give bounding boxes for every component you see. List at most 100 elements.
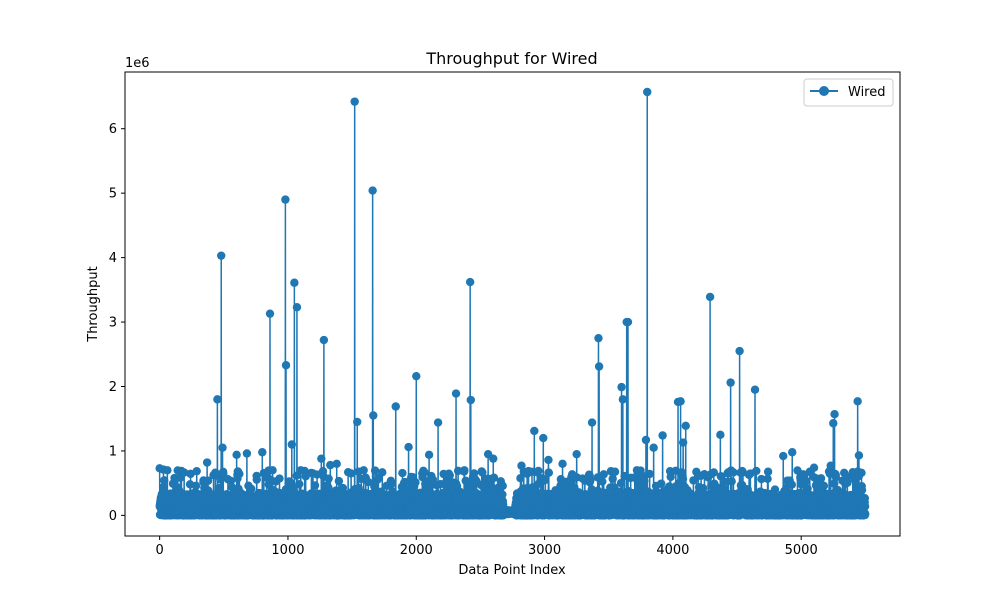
data-point-marker: [729, 468, 738, 477]
data-point-marker: [709, 468, 719, 477]
data-point-marker: [610, 467, 620, 476]
data-point-marker: [716, 430, 725, 440]
data-point-marker: [539, 433, 548, 443]
data-point-marker: [332, 459, 341, 469]
data-point-marker: [179, 468, 189, 477]
data-point-marker: [326, 460, 335, 470]
data-point-marker: [226, 476, 236, 486]
data-point-marker: [643, 87, 652, 97]
data-point-marker: [594, 333, 603, 343]
data-point-marker: [587, 418, 597, 427]
data-point-marker: [489, 473, 499, 482]
data-point-marker: [572, 449, 581, 459]
data-point-marker: [498, 490, 507, 499]
data-point-marker: [586, 476, 595, 485]
data-point-marker: [752, 466, 761, 476]
data-point-marker: [235, 469, 244, 479]
data-point-marker: [451, 389, 461, 398]
data-point-marker: [252, 475, 261, 484]
data-point-marker: [616, 478, 626, 488]
data-point-marker: [275, 474, 284, 483]
data-point-marker: [478, 468, 487, 477]
data-point-marker: [412, 371, 421, 381]
data-point-marker: [319, 335, 329, 345]
data-point-marker: [598, 477, 607, 486]
data-point-marker: [666, 472, 675, 482]
data-point-marker: [460, 466, 469, 475]
data-point-marker: [623, 317, 633, 327]
data-point-marker: [757, 474, 766, 484]
data-point-marker: [763, 474, 772, 484]
plot-area: [155, 87, 870, 520]
data-point-marker: [763, 467, 773, 476]
data-point-marker: [378, 468, 387, 477]
data-point-marker: [213, 395, 222, 404]
data-point-marker: [391, 402, 400, 411]
data-point-marker: [281, 361, 291, 370]
data-point-marker: [369, 411, 378, 420]
data-point-marker: [364, 477, 373, 487]
data-point-marker: [516, 473, 525, 483]
data-point-marker: [346, 469, 356, 478]
data-point-marker: [678, 474, 688, 484]
data-point-marker: [489, 454, 498, 463]
data-point-marker: [370, 482, 379, 491]
data-point-marker: [787, 480, 797, 489]
data-point-marker: [466, 395, 475, 405]
data-point-marker: [398, 468, 407, 478]
data-point-marker: [649, 443, 658, 452]
data-point-marker: [658, 431, 667, 440]
data-point-marker: [247, 484, 256, 493]
data-point-marker: [317, 454, 326, 463]
data-point-marker: [368, 186, 377, 195]
data-point-marker: [727, 477, 736, 486]
data-point-marker: [370, 466, 380, 475]
data-point-marker: [163, 466, 172, 475]
data-point-marker: [617, 382, 626, 392]
data-point-marker: [770, 485, 780, 494]
data-point-marker: [310, 481, 320, 490]
data-point-marker: [534, 466, 543, 476]
data-point-marker: [433, 418, 443, 427]
data-point-marker: [445, 471, 454, 480]
data-point-marker: [290, 278, 299, 287]
data-point-marker: [681, 421, 690, 430]
data-point-marker: [720, 477, 729, 486]
data-point-marker: [350, 97, 359, 106]
data-point-marker: [678, 438, 688, 447]
data-point-marker: [465, 277, 475, 287]
data-point-marker: [265, 309, 275, 318]
data-point-marker: [657, 479, 666, 488]
data-point-marker: [641, 435, 651, 445]
data-point-marker: [411, 478, 420, 487]
data-point-marker: [353, 417, 362, 427]
data-point-marker: [202, 458, 212, 467]
data-point-marker: [324, 474, 333, 483]
data-point-marker: [203, 476, 213, 485]
data-point-marker: [530, 426, 539, 436]
data-point-marker: [191, 481, 201, 491]
data-point-marker: [705, 292, 715, 302]
data-point-marker: [192, 466, 201, 476]
data-point-marker: [217, 251, 226, 260]
data-point-marker: [608, 474, 617, 483]
data-point-marker: [779, 451, 788, 461]
data-point-marker: [295, 479, 304, 489]
data-point-marker: [750, 385, 760, 394]
data-point-marker: [487, 483, 497, 492]
data-point-marker: [258, 448, 267, 457]
data-point-marker: [498, 481, 507, 491]
data-point-marker: [242, 449, 252, 458]
data-point-marker: [640, 476, 649, 485]
data-point-marker: [726, 378, 735, 387]
data-point-marker: [287, 440, 296, 449]
data-point-marker: [541, 475, 550, 485]
data-point-marker: [281, 195, 290, 204]
data-point-marker: [676, 397, 685, 406]
data-point-marker: [218, 443, 227, 452]
data-point-marker: [420, 468, 429, 477]
data-point-marker: [219, 469, 228, 478]
data-point-marker: [558, 459, 567, 469]
data-point-marker: [404, 442, 413, 452]
